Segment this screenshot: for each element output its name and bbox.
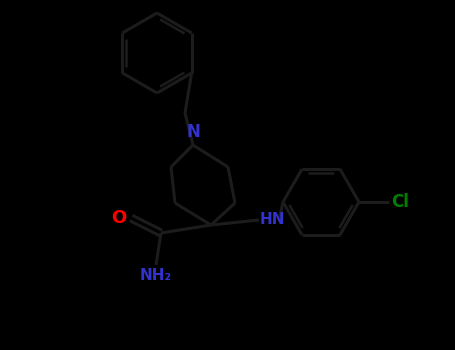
Text: HN: HN xyxy=(260,212,285,228)
Text: NH₂: NH₂ xyxy=(140,268,172,283)
Text: N: N xyxy=(186,123,200,141)
Text: Cl: Cl xyxy=(391,193,409,211)
Text: O: O xyxy=(111,209,126,227)
